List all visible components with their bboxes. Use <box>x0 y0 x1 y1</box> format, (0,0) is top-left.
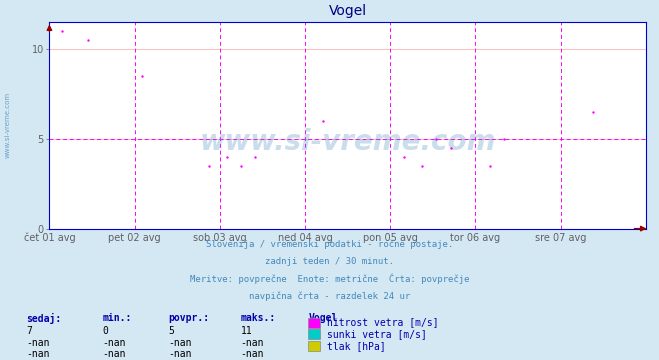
Text: -nan: -nan <box>241 338 264 348</box>
Point <box>236 163 246 168</box>
Point <box>587 109 598 114</box>
Text: -nan: -nan <box>26 338 50 348</box>
Point <box>221 154 232 159</box>
Point <box>57 28 67 33</box>
Text: Meritve: povprečne  Enote: metrične  Črta: povprečje: Meritve: povprečne Enote: metrične Črta:… <box>190 274 469 284</box>
Point <box>136 73 147 78</box>
Text: min.:: min.: <box>102 313 132 323</box>
Text: Vogel: Vogel <box>308 313 338 323</box>
Text: 11: 11 <box>241 326 252 336</box>
Text: -nan: -nan <box>168 349 192 359</box>
Text: www.si-vreme.com: www.si-vreme.com <box>5 92 11 158</box>
Text: -nan: -nan <box>102 349 126 359</box>
Title: Vogel: Vogel <box>329 4 366 18</box>
Text: povpr.:: povpr.: <box>168 313 209 323</box>
Point <box>431 136 442 141</box>
Point <box>499 136 509 141</box>
Text: -nan: -nan <box>241 349 264 359</box>
Point <box>83 37 94 42</box>
Point <box>484 163 495 168</box>
Text: 0: 0 <box>102 326 108 336</box>
Text: maks.:: maks.: <box>241 313 275 323</box>
Text: zadnji teden / 30 minut.: zadnji teden / 30 minut. <box>265 257 394 266</box>
Text: 5: 5 <box>168 326 174 336</box>
Text: Slovenija / vremenski podatki - ročne postaje.: Slovenija / vremenski podatki - ročne po… <box>206 239 453 249</box>
Text: hitrost vetra [m/s]: hitrost vetra [m/s] <box>327 318 438 328</box>
Text: -nan: -nan <box>102 338 126 348</box>
Text: sunki vetra [m/s]: sunki vetra [m/s] <box>327 329 427 339</box>
Text: -nan: -nan <box>168 338 192 348</box>
Text: 7: 7 <box>26 326 32 336</box>
Text: navpična črta - razdelek 24 ur: navpična črta - razdelek 24 ur <box>249 291 410 301</box>
Text: tlak [hPa]: tlak [hPa] <box>327 341 386 351</box>
Point <box>250 154 260 159</box>
Text: sedaj:: sedaj: <box>26 313 61 324</box>
Text: -nan: -nan <box>26 349 50 359</box>
Point <box>318 118 328 123</box>
Point <box>445 145 456 150</box>
Point <box>399 154 410 159</box>
Point <box>417 163 428 168</box>
Point <box>204 163 214 168</box>
Text: www.si-vreme.com: www.si-vreme.com <box>200 128 496 156</box>
